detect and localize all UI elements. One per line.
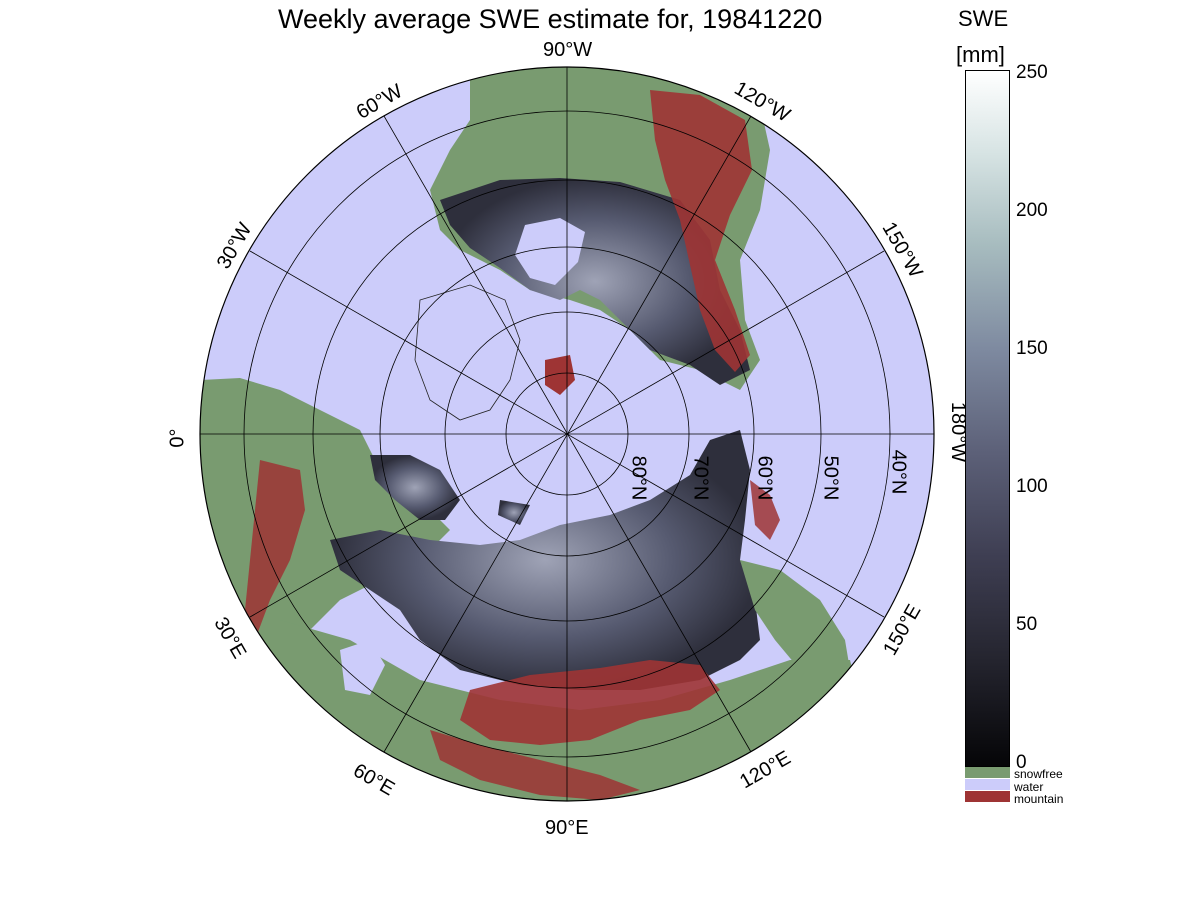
europe-mountains xyxy=(245,460,305,640)
lon-label-90e: 90°E xyxy=(545,817,589,839)
arctic-island-2 xyxy=(498,500,530,525)
caspian-sea xyxy=(340,640,385,695)
far-east-land xyxy=(740,560,850,690)
legend-water-swatch xyxy=(965,779,1010,790)
colorbar-tick-250: 250 xyxy=(1016,62,1048,83)
north-america-snow xyxy=(440,178,750,385)
legend-water-label: water xyxy=(1014,780,1044,794)
hudson-bay xyxy=(515,218,585,285)
lon-label-0: 0° xyxy=(166,428,189,448)
colorbar xyxy=(965,70,1010,767)
colorbar-tick-0: 0 xyxy=(1016,752,1027,773)
legend-snowfree-label: snowfree xyxy=(1014,767,1063,781)
lat-label-40n: 40°N xyxy=(887,449,910,495)
asia-mountains-south xyxy=(430,730,640,800)
colorbar-tick-200: 200 xyxy=(1016,200,1048,221)
eurasia-snow xyxy=(330,430,760,690)
map-rim xyxy=(199,66,935,802)
chart-title: Weekly average SWE estimate for, 1984122… xyxy=(278,4,823,34)
lat-label-50n: 50°N xyxy=(819,455,842,501)
asia-mountains xyxy=(460,660,720,745)
polar-map xyxy=(199,66,935,802)
legend-snowfree-swatch xyxy=(965,767,1010,778)
legend-mountain-swatch xyxy=(965,791,1010,802)
arctic-island xyxy=(545,355,575,395)
lat-label-70n: 70°N xyxy=(689,455,712,501)
colorbar-tick-100: 100 xyxy=(1016,476,1048,497)
colorbar-tick-50: 50 xyxy=(1016,614,1038,635)
colorbar-tick-150: 150 xyxy=(1016,338,1048,359)
meridians xyxy=(200,67,934,801)
colorbar-title: SWE xyxy=(958,6,1009,31)
scandinavia-snow xyxy=(370,455,460,520)
legend-mountain-label: mountain xyxy=(1014,792,1064,806)
rocky-mountains xyxy=(650,90,752,372)
lat-label-60n: 60°N xyxy=(753,455,776,501)
far-east-mountains xyxy=(750,480,780,540)
lat-label-80n: 80°N xyxy=(627,455,650,501)
colorbar-unit: [mm] xyxy=(956,42,1005,67)
lon-label-90w: 90°W xyxy=(543,39,593,61)
